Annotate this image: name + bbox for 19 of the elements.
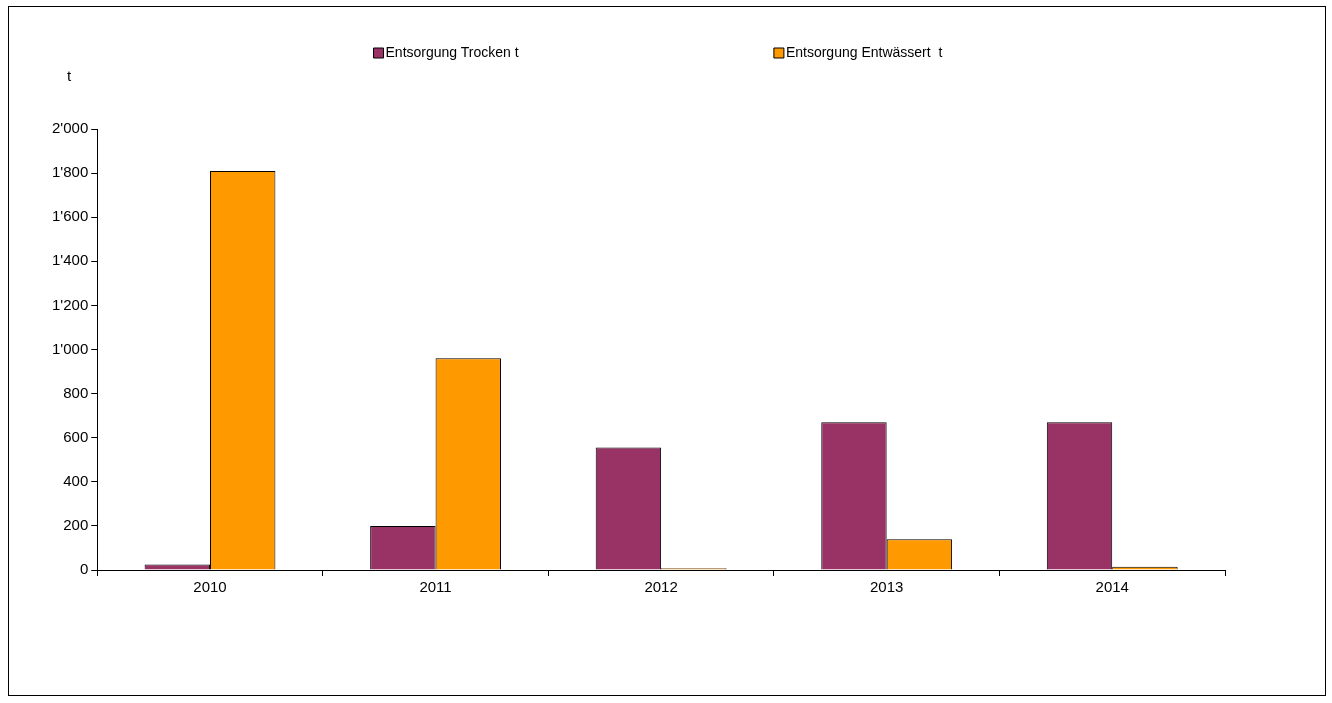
y-tick-label: 200: [63, 516, 89, 534]
x-tick-label: 2010: [193, 578, 227, 596]
y-tick-label: 800: [63, 383, 89, 401]
y-tick-label: 1'400: [52, 251, 89, 269]
y-axis-title: t: [66, 67, 72, 85]
x-tick-label: 2012: [644, 578, 678, 596]
y-tick-label: 1'000: [52, 339, 89, 357]
y-tick-label: 1'200: [52, 295, 89, 313]
x-tick-label: 2014: [1095, 578, 1129, 596]
y-tick-label: 2'000: [52, 119, 89, 137]
x-tick-label: 2011: [419, 578, 452, 596]
legend-label: Entsorgung Entwässert t: [785, 43, 943, 60]
y-tick-label: 400: [63, 471, 89, 489]
x-tick-label: 2013: [869, 578, 904, 596]
legend-label: Entsorgung Trocken t: [385, 43, 519, 60]
y-tick-label: 0: [79, 560, 89, 578]
y-tick-label: 1'600: [52, 207, 89, 225]
y-tick-label: 600: [63, 427, 89, 445]
y-tick-label: 1'800: [52, 163, 89, 181]
